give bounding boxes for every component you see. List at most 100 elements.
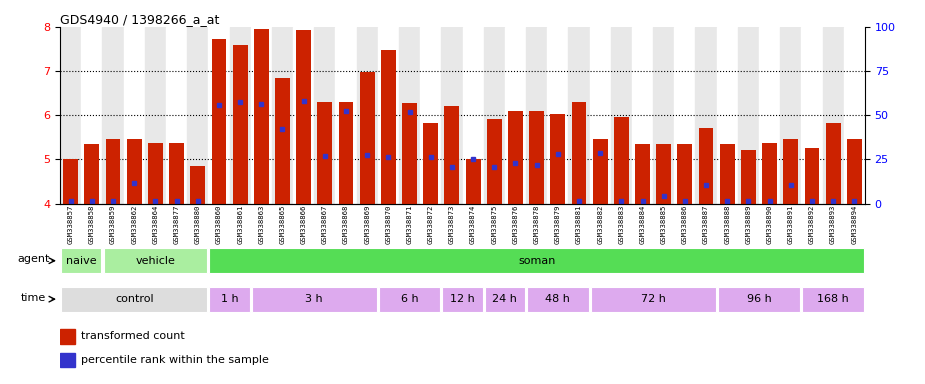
Bar [487,119,501,204]
Text: 72 h: 72 h [641,294,665,304]
Bar [60,329,75,344]
Text: vehicle: vehicle [135,256,176,266]
Bar [759,27,780,204]
Bar [568,27,589,204]
Text: transformed count: transformed count [81,331,185,341]
Bar [783,139,798,204]
Text: percentile rank within the sample: percentile rank within the sample [81,355,269,365]
Text: 48 h: 48 h [546,294,570,304]
Text: 3 h: 3 h [305,294,323,304]
Bar [379,287,440,311]
Text: soman: soman [518,256,555,266]
Bar [780,27,801,204]
Bar [653,27,674,204]
Text: 1 h: 1 h [221,294,239,304]
Bar [402,103,417,204]
Bar [484,27,505,204]
Bar [357,27,377,204]
Bar [802,287,864,311]
Bar [485,287,525,311]
Bar [84,144,99,204]
Bar [314,27,336,204]
Bar [81,27,103,204]
Bar [526,27,548,204]
Bar [103,27,124,204]
Bar [550,114,565,204]
Text: 24 h: 24 h [492,294,517,304]
Bar [593,139,608,204]
Text: 168 h: 168 h [817,294,849,304]
Bar [696,27,717,204]
Bar [63,159,78,204]
Bar [847,139,862,204]
Bar [529,111,544,204]
Bar [399,27,420,204]
Bar [105,139,120,204]
Bar [60,27,81,204]
Bar [717,27,738,204]
Bar [169,142,184,204]
Bar [462,27,484,204]
Bar [441,27,462,204]
Text: agent: agent [17,254,49,264]
Bar [124,27,145,204]
Bar [209,287,250,311]
Bar [591,287,716,311]
Text: time: time [20,293,45,303]
Bar [166,27,187,204]
Bar [505,27,526,204]
Bar [424,123,438,204]
Text: control: control [115,294,154,304]
Bar [253,29,269,204]
Bar [336,27,357,204]
Bar [381,50,396,204]
Bar [465,159,480,204]
Bar [632,27,653,204]
Text: 12 h: 12 h [450,294,475,304]
Bar [61,287,207,311]
Bar [60,353,75,367]
Bar [589,27,610,204]
Bar [251,27,272,204]
Bar [187,27,208,204]
Text: naive: naive [66,256,96,266]
Bar [826,123,841,204]
Bar [296,30,311,204]
Bar [674,27,696,204]
Bar [548,27,568,204]
Bar [635,144,650,204]
Bar [614,116,629,204]
Bar [252,287,376,311]
Bar [212,39,227,204]
Bar [275,78,290,204]
Bar [508,111,523,204]
Text: 96 h: 96 h [746,294,771,304]
Bar [317,102,332,204]
Bar [698,128,713,204]
Bar [610,27,632,204]
Bar [677,144,692,204]
Bar [293,27,315,204]
Bar [442,287,483,311]
Bar [720,144,734,204]
Bar [145,27,166,204]
Bar [127,139,142,204]
Bar [718,287,800,311]
Bar [148,142,163,204]
Bar [572,102,586,204]
Bar [233,45,248,204]
Bar [229,27,251,204]
Bar [741,150,756,204]
Bar [360,72,375,204]
Bar [805,148,820,204]
Bar [656,144,672,204]
Bar [762,142,777,204]
Bar [738,27,759,204]
Bar [104,248,207,273]
Bar [822,27,844,204]
Bar [61,248,102,273]
Bar [420,27,441,204]
Text: GDS4940 / 1398266_a_at: GDS4940 / 1398266_a_at [60,13,219,26]
Bar [801,27,822,204]
Text: 6 h: 6 h [401,294,418,304]
